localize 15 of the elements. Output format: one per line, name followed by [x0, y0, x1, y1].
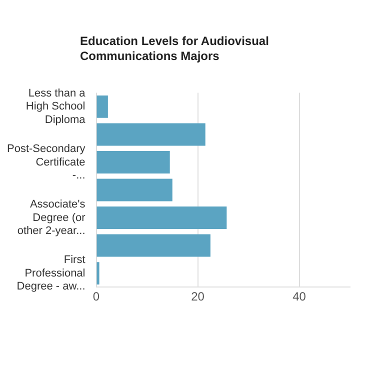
- bar: [96, 123, 206, 146]
- bar: [96, 206, 227, 230]
- y-tick-label: First Professional Degree - aw...: [16, 254, 86, 293]
- bar: [96, 150, 170, 174]
- y-tick-label: Post-Secondary Certificate -...: [6, 143, 86, 182]
- y-tick-label: Associate's Degree (or other 2-year...: [17, 198, 86, 238]
- x-tick-label: 20: [191, 290, 205, 304]
- bar: [96, 262, 100, 285]
- bar: [96, 95, 108, 118]
- x-tick-label: 40: [292, 290, 306, 304]
- bar: [96, 178, 172, 202]
- y-tick-label: Less than a High School Diploma: [26, 88, 86, 126]
- bar: [96, 234, 210, 257]
- x-tick-label: 0: [92, 290, 100, 304]
- chart-title: Education Levels for Audiovisual Communications Majors: [80, 34, 270, 64]
